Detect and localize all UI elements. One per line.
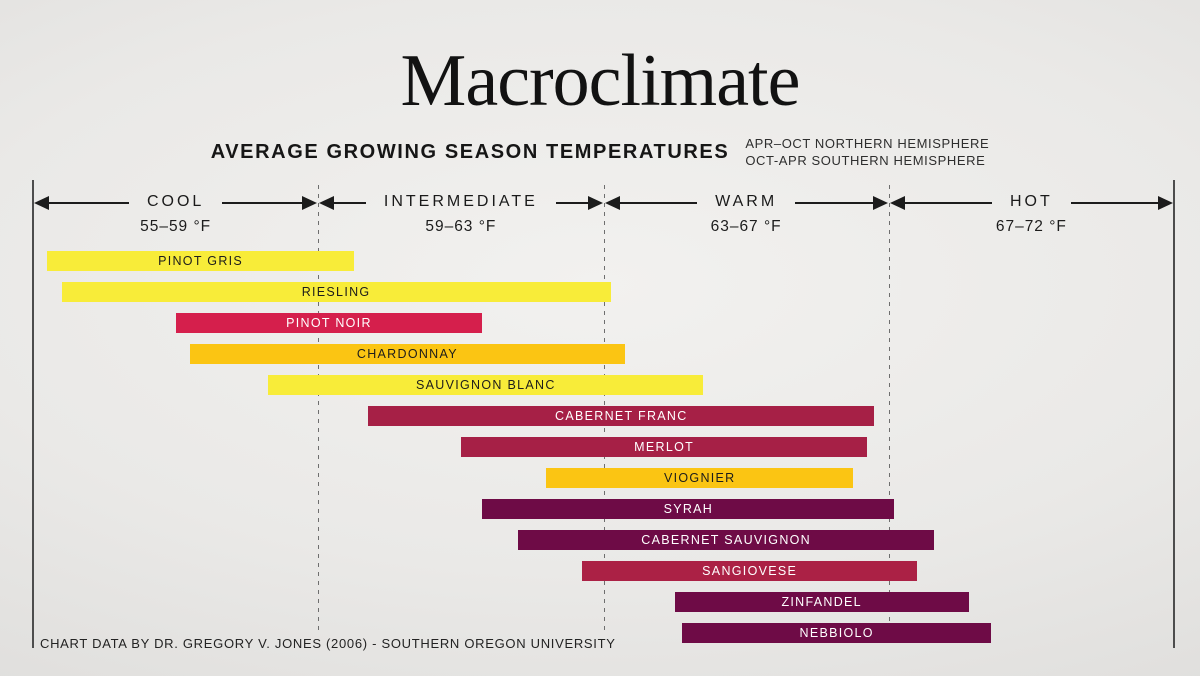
variety-bar-label: VIOGNIER xyxy=(663,471,736,485)
zone-label-cool: COOL xyxy=(146,193,205,210)
variety-bar-label: SANGIOVESE xyxy=(702,564,798,578)
zone-label-warm: WARM xyxy=(715,193,778,210)
bar-row-sauvignon-blanc: SAUVIGNON BLANC xyxy=(33,375,1174,395)
variety-bar-label: SYRAH xyxy=(663,502,714,516)
zone-warm: WARM xyxy=(604,193,889,212)
temperature-zone-chart: COOL INTERMEDIATE WARM HOT 55–59 °F 59–63 °F… xyxy=(32,180,1175,648)
arrowhead-right-icon xyxy=(1158,196,1173,210)
scale-right-boundary-line xyxy=(1173,180,1175,648)
zone-axis-line xyxy=(222,202,303,204)
arrowhead-left-icon xyxy=(889,196,905,210)
variety-bar-pinot-noir: PINOT NOIR xyxy=(175,313,483,333)
zone-label-hot: HOT xyxy=(1009,193,1053,210)
zone-label-intermediate: INTERMEDIATE xyxy=(383,193,538,210)
bar-row-viognier: VIOGNIER xyxy=(33,468,1174,488)
bar-row-riesling: RIESLING xyxy=(33,282,1174,302)
bar-row-chardonnay: CHARDONNAY xyxy=(33,344,1174,364)
variety-bar-chardonnay: CHARDONNAY xyxy=(189,344,625,364)
variety-bar-label: PINOT GRIS xyxy=(158,254,244,268)
variety-bar-nebbiolo: NEBBIOLO xyxy=(681,623,992,643)
variety-bar-label: MERLOT xyxy=(634,440,695,454)
variety-bar-pinot-gris: PINOT GRIS xyxy=(47,251,354,271)
zone-temperature-labels: 55–59 °F 59–63 °F 63–67 °F 67–72 °F xyxy=(33,218,1174,236)
bar-row-merlot: MERLOT xyxy=(33,437,1174,457)
variety-bar-label: CABERNET FRANC xyxy=(555,409,688,423)
hemisphere-season-note: APR–OCT NORTHERN HEMISPHERE OCT-APR SOUT… xyxy=(745,136,989,170)
zone-axis-line xyxy=(795,202,873,204)
arrowhead-left-icon xyxy=(319,196,335,210)
variety-bar-label: ZINFANDEL xyxy=(781,595,862,609)
arrowhead-left-icon xyxy=(604,196,620,210)
zone-range-cool: 55–59 °F xyxy=(140,218,212,235)
zone-axis: COOL INTERMEDIATE WARM HOT xyxy=(33,193,1174,212)
chart-subtitle: AVERAGE GROWING SEASON TEMPERATURES xyxy=(210,141,730,164)
zone-boundary-gridline xyxy=(318,185,320,630)
zone-boundary-gridline xyxy=(888,185,890,630)
bar-row-zinfandel: ZINFANDEL xyxy=(33,592,1174,612)
zone-intermediate: INTERMEDIATE xyxy=(318,193,603,212)
zone-range-intermediate: 59–63 °F xyxy=(425,218,497,235)
variety-bar-syrah: SYRAH xyxy=(482,499,895,519)
bar-row-pinot-gris: PINOT GRIS xyxy=(33,251,1174,271)
variety-bar-label: NEBBIOLO xyxy=(799,626,874,640)
variety-bar-sangiovese: SANGIOVESE xyxy=(582,561,918,581)
zone-axis-line xyxy=(555,202,588,204)
zone-axis-line xyxy=(49,202,129,204)
arrowhead-right-icon xyxy=(587,196,603,210)
zone-hot: HOT xyxy=(889,193,1174,212)
bar-row-sangiovese: SANGIOVESE xyxy=(33,561,1174,581)
variety-bar-viognier: VIOGNIER xyxy=(546,468,854,488)
zone-range-hot: 67–72 °F xyxy=(995,218,1067,235)
variety-bar-cabernet-franc: CABERNET FRANC xyxy=(368,406,875,426)
variety-bar-label: RIESLING xyxy=(301,285,371,299)
bar-row-cabernet-sauvignon: CABERNET SAUVIGNON xyxy=(33,530,1174,550)
bar-row-cabernet-franc: CABERNET FRANC xyxy=(33,406,1174,426)
arrowhead-left-icon xyxy=(34,196,49,210)
source-credit: CHART DATA BY DR. GREGORY V. JONES (2006… xyxy=(40,636,616,651)
zone-cool: COOL xyxy=(33,193,318,212)
page-title: Macroclimate xyxy=(400,40,801,122)
variety-bar-label: CHARDONNAY xyxy=(356,347,458,361)
variety-bar-cabernet-sauvignon: CABERNET SAUVIGNON xyxy=(517,530,935,550)
variety-bar-label: PINOT NOIR xyxy=(286,316,372,330)
arrowhead-right-icon xyxy=(872,196,888,210)
bar-row-pinot-noir: PINOT NOIR xyxy=(33,313,1174,333)
subtitle-row: AVERAGE GROWING SEASON TEMPERATURES APR–… xyxy=(0,136,1200,170)
variety-bar-label: CABERNET SAUVIGNON xyxy=(641,533,812,547)
variety-bars: PINOT GRIS RIESLING PINOT NOIR CHARDONNAY SA… xyxy=(33,251,1174,654)
variety-bar-zinfandel: ZINFANDEL xyxy=(674,592,969,612)
zone-range-warm: 63–67 °F xyxy=(710,218,782,235)
scale-left-boundary-line xyxy=(32,180,34,648)
zone-axis-line xyxy=(1070,202,1158,204)
season-note-south: OCT-APR SOUTHERN HEMISPHERE xyxy=(745,152,986,168)
arrowhead-right-icon xyxy=(302,196,318,210)
zone-axis-line xyxy=(619,202,698,204)
zone-axis-line xyxy=(904,202,992,204)
bar-row-nebbiolo: NEBBIOLO xyxy=(33,623,1174,643)
variety-bar-merlot: MERLOT xyxy=(460,437,868,457)
bar-row-syrah: SYRAH xyxy=(33,499,1174,519)
zone-axis-line xyxy=(334,202,366,204)
variety-bar-label: SAUVIGNON BLANC xyxy=(415,378,556,392)
variety-bar-riesling: RIESLING xyxy=(61,282,611,302)
variety-bar-sauvignon-blanc: SAUVIGNON BLANC xyxy=(268,375,704,395)
season-note-north: APR–OCT NORTHERN HEMISPHERE xyxy=(745,136,990,151)
